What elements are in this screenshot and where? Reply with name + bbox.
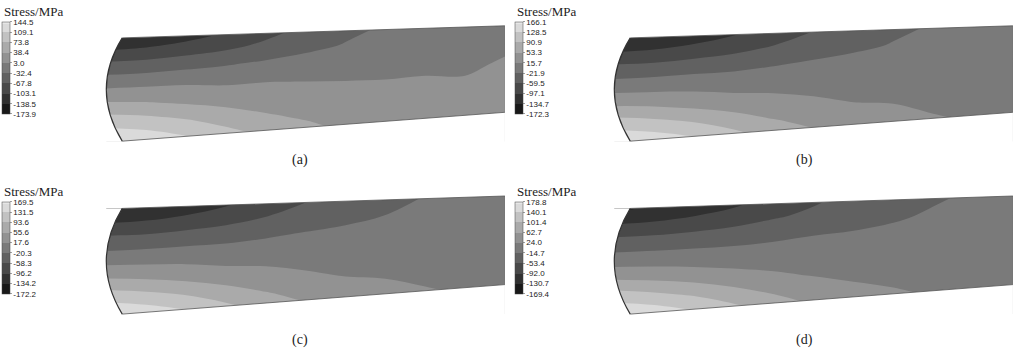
svg-text:-172.3: -172.3 xyxy=(526,110,549,119)
svg-text:-14.7: -14.7 xyxy=(526,249,545,258)
svg-text:Stress/MPa: Stress/MPa xyxy=(517,4,576,19)
svg-text:140.1: 140.1 xyxy=(526,208,547,217)
svg-text:24.0: 24.0 xyxy=(526,238,542,247)
svg-text:-130.7: -130.7 xyxy=(526,279,549,288)
svg-text:55.6: 55.6 xyxy=(13,228,29,237)
svg-text:-21.9: -21.9 xyxy=(526,69,545,78)
svg-text:-134.2: -134.2 xyxy=(13,279,36,288)
svg-text:128.5: 128.5 xyxy=(526,28,547,37)
svg-text:-169.4: -169.4 xyxy=(526,290,549,299)
svg-text:17.6: 17.6 xyxy=(13,238,29,247)
svg-text:90.9: 90.9 xyxy=(526,38,542,47)
svg-text:-67.8: -67.8 xyxy=(13,79,32,88)
svg-text:-58.3: -58.3 xyxy=(13,259,32,268)
svg-text:-92.0: -92.0 xyxy=(526,269,545,278)
svg-text:-20.3: -20.3 xyxy=(13,249,32,258)
svg-text:38.4: 38.4 xyxy=(13,48,29,57)
svg-text:Stress/MPa: Stress/MPa xyxy=(4,4,63,19)
svg-text:53.3: 53.3 xyxy=(526,48,542,57)
svg-text:131.5: 131.5 xyxy=(13,208,34,217)
svg-text:109.1: 109.1 xyxy=(13,28,34,37)
svg-text:-32.4: -32.4 xyxy=(13,69,32,78)
svg-text:3.0: 3.0 xyxy=(13,59,25,68)
svg-text:166.1: 166.1 xyxy=(526,18,547,27)
svg-text:15.7: 15.7 xyxy=(526,59,542,68)
svg-text:-173.9: -173.9 xyxy=(13,110,36,119)
svg-text:73.8: 73.8 xyxy=(13,38,29,47)
svg-text:-103.1: -103.1 xyxy=(13,89,36,98)
svg-text:-96.2: -96.2 xyxy=(13,269,32,278)
svg-text:(c): (c) xyxy=(292,332,308,348)
svg-text:(b): (b) xyxy=(796,152,813,168)
svg-text:93.6: 93.6 xyxy=(13,218,29,227)
svg-text:-134.7: -134.7 xyxy=(526,100,549,109)
svg-text:-172.2: -172.2 xyxy=(13,290,36,299)
svg-text:Stress/MPa: Stress/MPa xyxy=(4,184,63,199)
svg-text:62.7: 62.7 xyxy=(526,228,542,237)
svg-text:-97.1: -97.1 xyxy=(526,89,545,98)
svg-text:-53.4: -53.4 xyxy=(526,259,545,268)
svg-text:(d): (d) xyxy=(796,332,813,348)
svg-text:101.4: 101.4 xyxy=(526,218,547,227)
svg-text:-59.5: -59.5 xyxy=(526,79,545,88)
svg-text:(a): (a) xyxy=(292,152,308,168)
svg-text:144.5: 144.5 xyxy=(13,18,34,27)
svg-text:-138.5: -138.5 xyxy=(13,100,36,109)
svg-text:169.5: 169.5 xyxy=(13,198,34,207)
svg-text:178.8: 178.8 xyxy=(526,198,547,207)
svg-text:Stress/MPa: Stress/MPa xyxy=(517,184,576,199)
